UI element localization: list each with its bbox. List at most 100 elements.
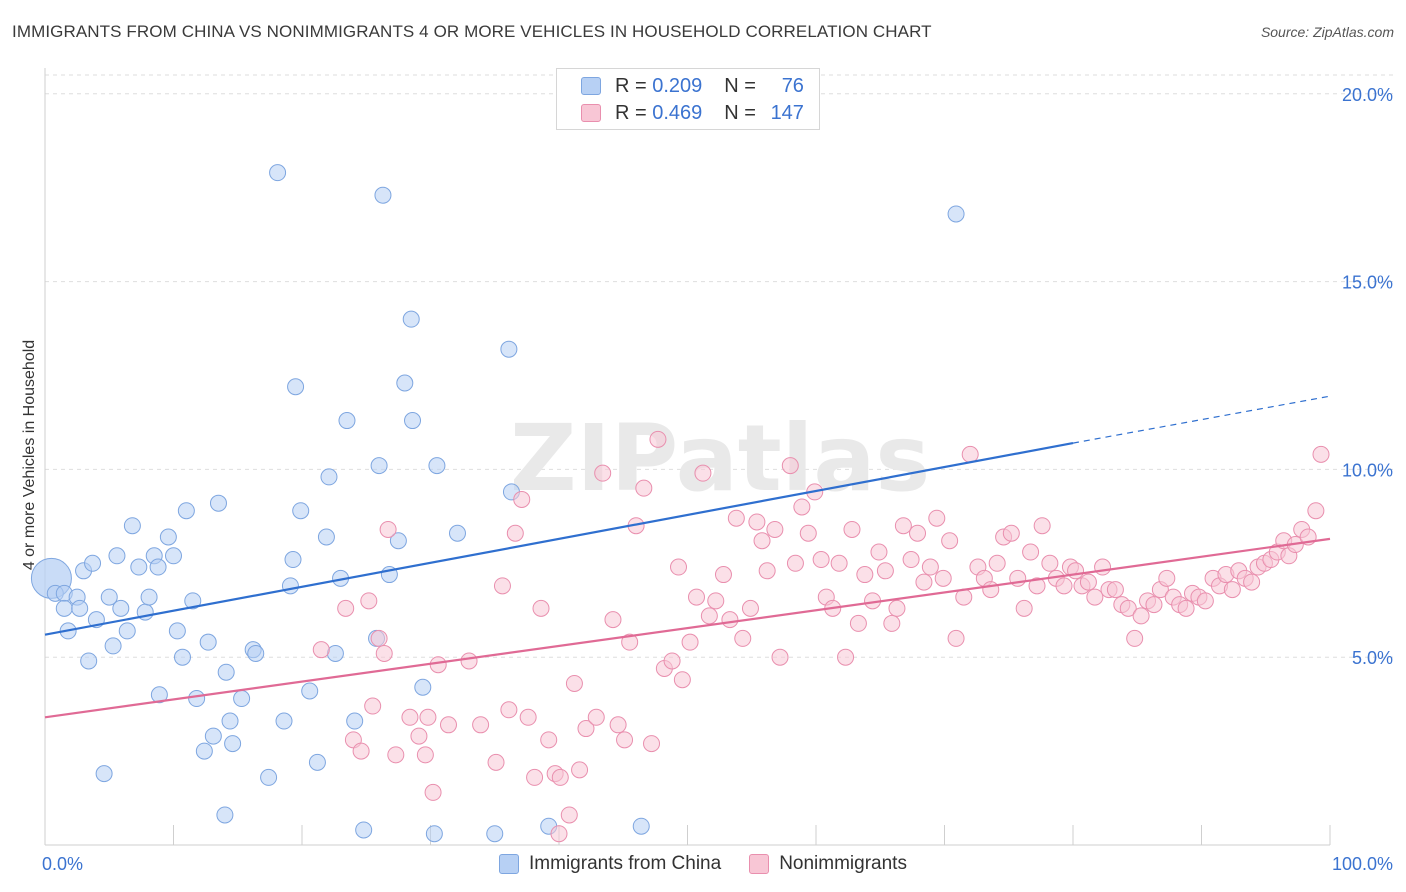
data-point bbox=[287, 378, 305, 396]
data-point bbox=[149, 558, 167, 576]
data-point bbox=[159, 528, 177, 546]
data-point bbox=[247, 644, 265, 662]
data-point bbox=[988, 554, 1006, 572]
y-tick-label: 10.0% bbox=[1342, 460, 1393, 480]
data-point bbox=[837, 648, 855, 666]
data-point bbox=[428, 457, 446, 475]
legend-r-label: R = bbox=[615, 101, 647, 124]
data-point bbox=[389, 532, 407, 550]
trend-line-nonimmigrants bbox=[44, 537, 1331, 719]
data-point bbox=[758, 562, 776, 580]
data-point bbox=[1223, 581, 1241, 599]
data-point bbox=[888, 599, 906, 617]
legend-n-value: 147 bbox=[770, 101, 804, 124]
data-point bbox=[577, 720, 595, 738]
data-point bbox=[84, 554, 102, 572]
data-point bbox=[687, 588, 705, 606]
data-point bbox=[177, 502, 195, 520]
legend-row-nonimmigrants: R = 0.469 N = 147 bbox=[581, 102, 804, 124]
data-point bbox=[883, 614, 901, 632]
legend-item-immigrants-from-china: Immigrants from China bbox=[499, 853, 721, 875]
data-point bbox=[346, 712, 364, 730]
data-point bbox=[216, 806, 234, 824]
legend-row-immigrants: R = 0.209 N = 76 bbox=[581, 75, 804, 97]
data-point bbox=[799, 524, 817, 542]
data-point bbox=[71, 599, 89, 617]
data-point bbox=[1094, 558, 1112, 576]
data-point bbox=[396, 374, 414, 392]
data-point bbox=[856, 566, 874, 584]
data-point bbox=[1119, 599, 1137, 617]
data-point bbox=[326, 644, 344, 662]
data-point bbox=[188, 690, 206, 708]
data-point bbox=[643, 735, 661, 753]
data-point bbox=[560, 806, 578, 824]
data-point bbox=[766, 520, 784, 538]
data-point bbox=[195, 742, 213, 760]
data-point bbox=[402, 310, 420, 328]
data-point bbox=[486, 825, 504, 843]
data-point bbox=[649, 430, 667, 448]
data-point bbox=[632, 817, 650, 835]
data-point bbox=[338, 412, 356, 430]
data-point bbox=[1015, 599, 1033, 617]
data-point bbox=[941, 532, 959, 550]
data-point bbox=[493, 577, 511, 595]
legend-r-value: 0.209 bbox=[652, 74, 703, 97]
data-point bbox=[224, 735, 242, 753]
data-point bbox=[269, 164, 287, 182]
series-nonimmigrants bbox=[312, 430, 1330, 843]
legend-r-label: R = bbox=[615, 74, 647, 97]
data-point bbox=[540, 731, 558, 749]
data-point bbox=[472, 716, 490, 734]
data-point bbox=[165, 547, 182, 565]
data-point bbox=[173, 648, 191, 666]
legend-label: Immigrants from China bbox=[529, 853, 722, 874]
data-point bbox=[734, 629, 752, 647]
data-point bbox=[753, 532, 771, 550]
data-point bbox=[982, 581, 1000, 599]
data-point bbox=[519, 708, 537, 726]
data-point bbox=[80, 652, 98, 670]
data-point bbox=[404, 412, 422, 430]
data-point bbox=[360, 592, 378, 610]
data-point bbox=[414, 678, 432, 696]
data-point bbox=[275, 712, 293, 730]
data-point bbox=[317, 528, 335, 546]
data-point bbox=[320, 468, 338, 486]
data-point bbox=[199, 633, 217, 651]
legend-label: Nonimmigrants bbox=[779, 853, 907, 874]
data-point bbox=[609, 716, 627, 734]
data-point bbox=[526, 768, 544, 786]
data-point bbox=[150, 686, 168, 704]
data-point bbox=[663, 652, 681, 670]
data-point bbox=[670, 558, 688, 576]
data-point bbox=[123, 517, 141, 535]
data-point bbox=[934, 569, 952, 587]
data-point bbox=[571, 761, 589, 779]
data-point bbox=[812, 551, 830, 569]
data-point bbox=[448, 524, 466, 542]
data-point bbox=[292, 502, 310, 520]
data-point bbox=[204, 727, 222, 745]
x-tick-label: 100.0% bbox=[1332, 854, 1393, 874]
data-point bbox=[681, 633, 699, 651]
data-point bbox=[928, 509, 946, 527]
data-point bbox=[379, 520, 397, 538]
legend-n-label: N = bbox=[724, 101, 756, 124]
trend-line-immigrants-extension bbox=[1072, 395, 1331, 444]
data-point bbox=[506, 524, 524, 542]
data-point bbox=[419, 708, 437, 726]
data-point bbox=[748, 513, 766, 531]
legend-swatch-blue bbox=[581, 77, 601, 95]
data-point bbox=[876, 562, 894, 580]
stats-legend: R = 0.209 N = 76 R = 0.469 N = 147 bbox=[556, 68, 820, 130]
data-point bbox=[830, 554, 848, 572]
data-point bbox=[1158, 569, 1176, 587]
data-point bbox=[429, 656, 447, 674]
data-point bbox=[1022, 543, 1040, 561]
data-point bbox=[233, 690, 251, 708]
data-point bbox=[108, 547, 126, 565]
data-point bbox=[1055, 577, 1073, 595]
trend-lines bbox=[44, 395, 1331, 719]
